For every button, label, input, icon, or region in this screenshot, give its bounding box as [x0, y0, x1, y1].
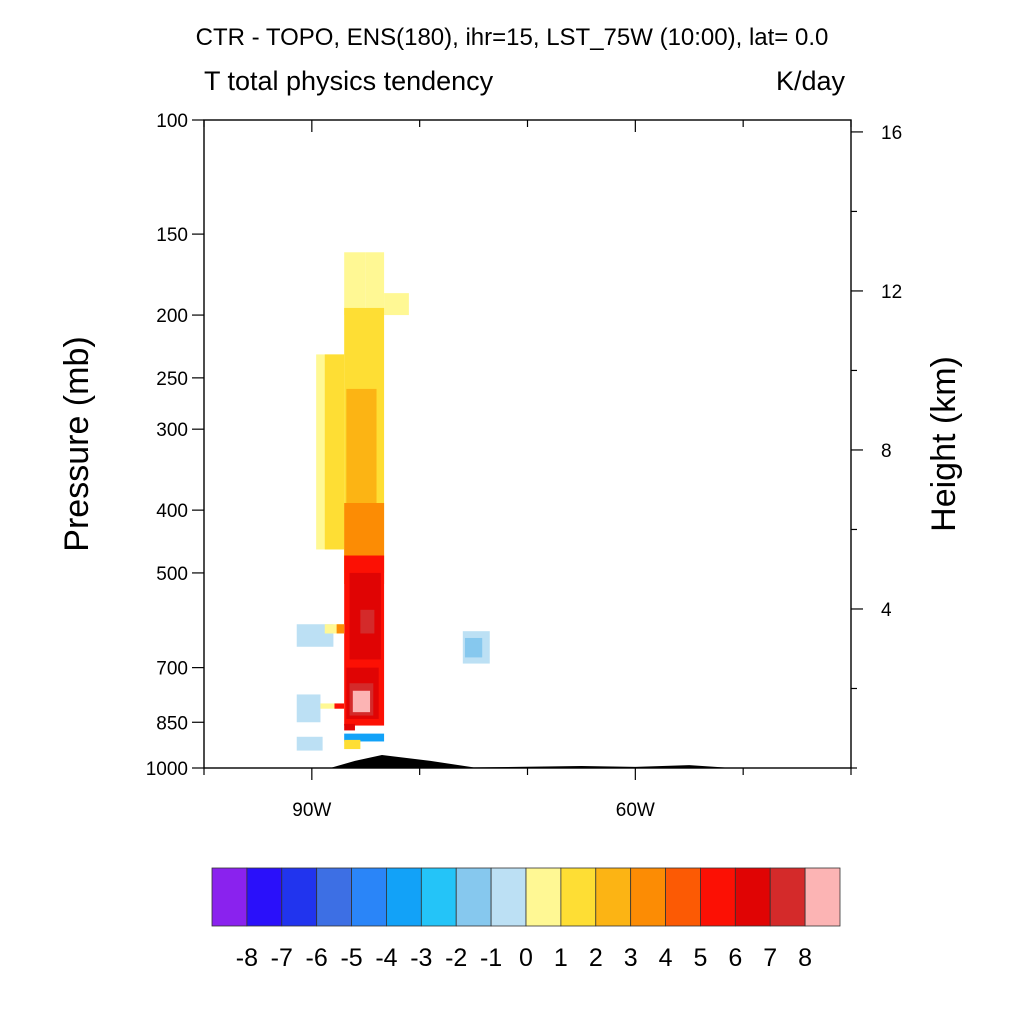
y-tick-label: 1000 [146, 759, 188, 780]
colorbar-label: 8 [798, 944, 812, 972]
colorbar: -8 -7 -6 -5 -4 -3 -2 -1 0 1 2 3 4 5 6 7 8 [211, 867, 841, 972]
colorbar-label: 1 [554, 944, 568, 972]
chart-title: CTR - TOPO, ENS(180), ihr=15, LST_75W (1… [195, 24, 829, 51]
colorbar-swatch [211, 867, 248, 927]
colorbar-swatch [386, 867, 422, 927]
contour-region-16 [336, 624, 345, 634]
x-tick-label: 90W [292, 800, 331, 821]
y-tick-label: 500 [156, 564, 188, 585]
colorbar-swatch [525, 867, 562, 927]
contour-region-10 [360, 609, 375, 634]
colorbar-swatch [316, 867, 352, 927]
colorbar-label: -7 [271, 944, 293, 972]
colorbar-swatch [560, 867, 597, 927]
contour-region-6 [346, 388, 377, 511]
y-right-tick-label: 8 [881, 441, 892, 462]
contour-region-13 [352, 690, 371, 713]
colorbar-label: 0 [519, 944, 533, 972]
contour-region-0 [344, 252, 366, 316]
contour-region-17 [296, 694, 321, 723]
y-tick-label: 250 [156, 369, 188, 390]
y-axis-label: Pressure (mb) [58, 336, 96, 551]
colorbar-label: -2 [445, 944, 467, 972]
colorbar-label: -5 [340, 944, 362, 972]
colorbar-label: -8 [236, 944, 258, 972]
colorbar-label: 4 [659, 944, 673, 972]
terrain-profile [204, 755, 851, 768]
colorbar-label: 6 [728, 944, 742, 972]
chart-subtitle: T total physics tendency [204, 66, 494, 96]
colorbar-swatch [351, 867, 387, 927]
colorbar-label: -4 [375, 944, 397, 972]
contour-region-23 [344, 723, 355, 731]
colorbar-label: -6 [306, 944, 328, 972]
chart-units: K/day [776, 66, 846, 96]
y-tick-label: 700 [156, 659, 188, 680]
contour-region-15 [324, 624, 345, 634]
colorbar-label: 7 [763, 944, 777, 972]
contour-region-19 [334, 703, 345, 709]
contour-region-1 [365, 252, 385, 316]
y-axis-right-label: Height (km) [925, 356, 963, 532]
contour-region-22 [344, 739, 361, 750]
contour-region-18 [320, 703, 345, 709]
colorbar-swatch [804, 867, 841, 927]
contour-region-25 [464, 637, 483, 658]
colorbar-label: 3 [624, 944, 638, 972]
colorbar-label: -1 [480, 944, 502, 972]
data-layer [296, 252, 490, 751]
colorbar-swatch [455, 867, 492, 927]
y-tick-label: 400 [156, 501, 188, 522]
contour-region-21 [344, 733, 385, 742]
y-right-tick-label: 4 [881, 600, 892, 621]
x-tick-label: 60W [616, 800, 655, 821]
colorbar-swatch [665, 867, 701, 927]
colorbar-swatch [595, 867, 632, 927]
colorbar-label: 2 [589, 944, 603, 972]
y-tick-label: 300 [156, 420, 188, 441]
contour-region-20 [296, 736, 323, 751]
colorbar-swatch [420, 867, 457, 927]
colorbar-swatch [734, 867, 771, 927]
colorbar-swatch [246, 867, 283, 927]
colorbar-swatch [769, 867, 806, 927]
y-tick-label: 850 [156, 713, 188, 734]
axes-layer: 90W 60W 100 150 200 250 300 400 500 700 850 1000 16 1… [146, 111, 902, 821]
terrain-layer [204, 755, 851, 768]
contour-region-2 [384, 293, 409, 316]
y-tick-label: 150 [156, 225, 188, 246]
colorbar-swatch [630, 867, 666, 927]
y-tick-label: 200 [156, 306, 188, 327]
colorbar-label: -3 [410, 944, 432, 972]
colorbar-swatch [281, 867, 318, 927]
y-right-tick-label: 12 [881, 282, 902, 303]
colorbar-swatch [700, 867, 736, 927]
plot-frame [203, 119, 852, 769]
y-tick-label: 100 [156, 111, 188, 132]
contour-region-4 [324, 354, 345, 550]
colorbar-label: 5 [693, 944, 707, 972]
contour-region-14 [296, 624, 334, 647]
colorbar-swatch [490, 867, 527, 927]
y-right-tick-label: 16 [881, 123, 902, 144]
